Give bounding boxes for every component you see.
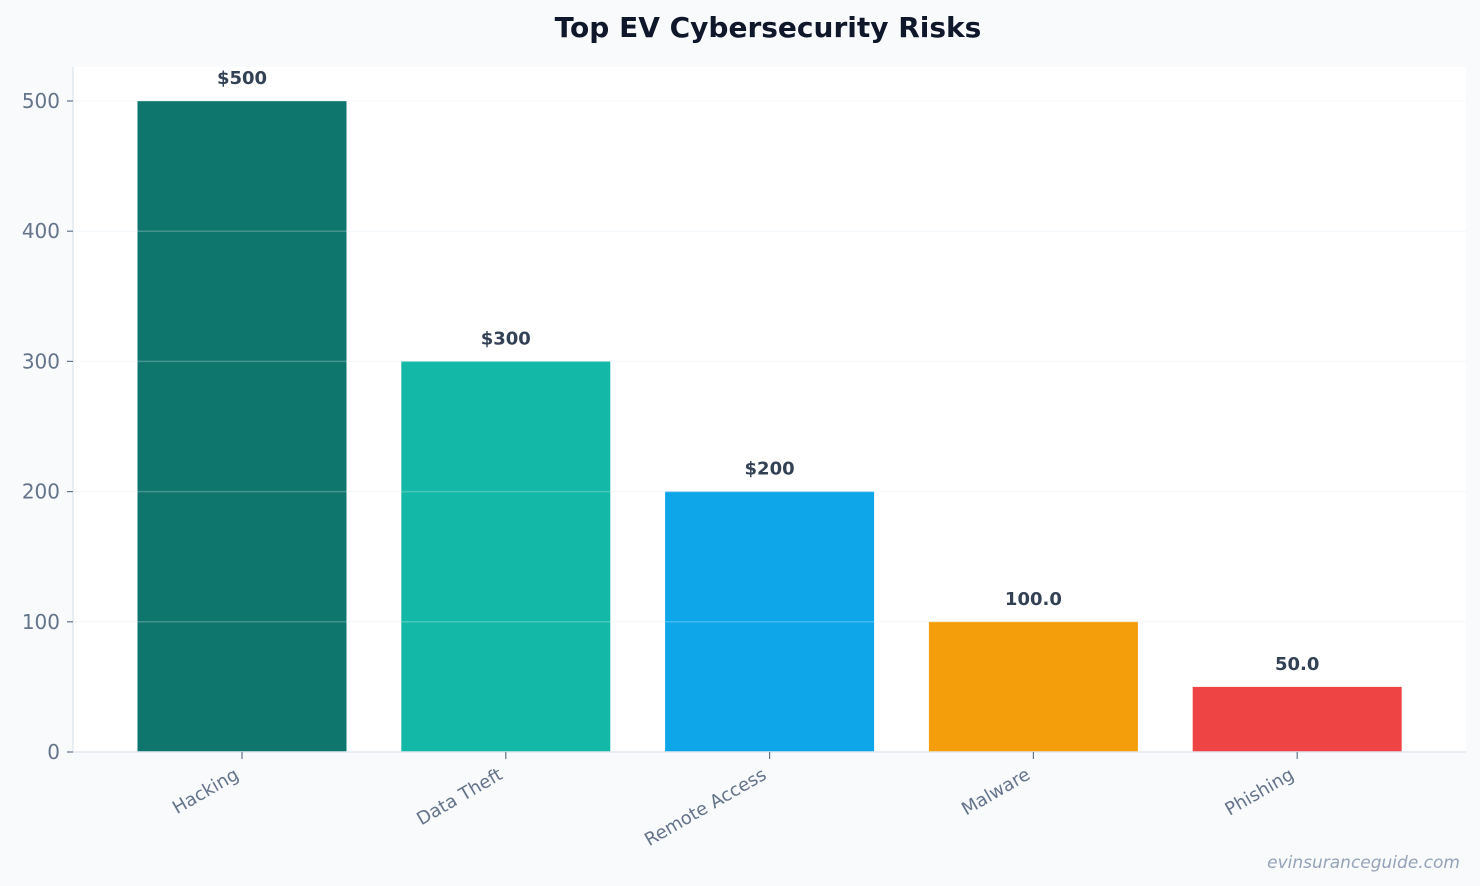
y-tick-label: 500	[22, 89, 60, 113]
data-label: $300	[481, 328, 531, 349]
x-tick-label: Remote Access	[641, 764, 770, 851]
data-label: 100.0	[1005, 589, 1062, 610]
bar	[665, 491, 875, 752]
x-tick-label: Phishing	[1221, 764, 1297, 820]
data-label: $500	[217, 68, 267, 89]
y-tick-label: 100	[22, 610, 60, 634]
x-tick-label: Hacking	[169, 764, 242, 819]
value-labels: $500 $300 $200 100.0 50.0	[217, 68, 1319, 675]
data-label: $200	[745, 459, 795, 480]
watermark-text: evinsuranceguide.com	[1267, 853, 1460, 873]
chart-title: Top EV Cybersecurity Risks	[555, 11, 982, 44]
bar	[928, 621, 1138, 752]
data-label: 50.0	[1275, 654, 1319, 675]
bars	[137, 101, 1402, 752]
y-tick-label: 0	[47, 740, 60, 764]
y-tick-label: 300	[22, 349, 60, 373]
bar-overlay-gridlines	[73, 100, 1466, 623]
bar	[137, 101, 347, 752]
bar	[401, 361, 611, 752]
x-tick-label: Data Theft	[413, 764, 506, 830]
x-tick-label: Malware	[958, 764, 1034, 820]
y-tick-label: 400	[22, 219, 60, 243]
y-tick-label: 200	[22, 480, 60, 504]
bar	[1192, 686, 1402, 752]
